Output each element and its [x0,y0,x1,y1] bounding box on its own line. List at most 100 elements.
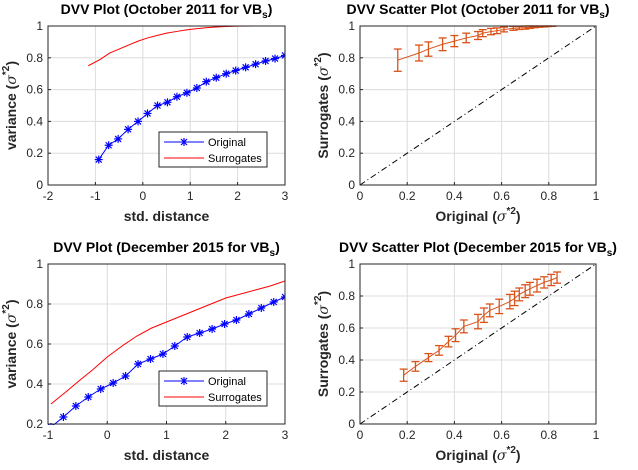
x-axis-label: Original (σ*2) [435,445,520,464]
data-point [183,333,192,341]
axes-box [359,25,597,186]
error-bar [505,293,514,310]
data-point [202,77,211,86]
error-bar [393,48,402,72]
data-point [192,84,201,93]
error-bar [499,26,508,33]
error-bar [492,27,501,35]
legend-label: Surrogates [208,392,262,404]
y-tick-label: 0.6 [26,83,43,97]
data-point [158,350,167,358]
series-original [48,293,285,425]
series-surrogates [88,25,285,67]
error-bar [510,290,519,307]
y-tick-label: 0.4 [338,353,355,367]
y-tick-label: 0.6 [338,321,355,335]
y-tick-label: 0.4 [26,377,43,391]
legend-box [158,370,268,407]
error-bar [438,37,447,52]
data-point [143,109,152,118]
y-tick-label: 0.2 [26,146,43,160]
error-bar [495,298,504,315]
x-tick-label: 2 [234,189,241,203]
x-tick-label: 1 [187,189,194,203]
legend-marker [180,377,188,385]
data-point [170,342,179,350]
y-axis-label: Surrogates (σ*2) [313,52,332,158]
data-point [71,402,80,410]
x-tick-label: 1 [163,428,170,442]
data-point [231,66,240,75]
x-tick-label: 2 [222,428,229,442]
series-line [50,280,285,405]
error-bar [399,368,408,382]
x-tick-label: 0 [357,189,364,203]
x-tick-label: 3 [282,189,289,203]
error-bar [540,276,549,289]
axes-box [359,263,597,425]
y-tick-label: 0.2 [338,385,355,399]
data-point [172,92,181,101]
axes-box [47,25,286,186]
chart-title: DVV Plot (December 2015 for VBs) [53,239,280,259]
data-point [153,101,162,110]
data-point [257,304,266,312]
legend-label: Original [208,376,246,388]
y-tick-label: 0.2 [338,146,355,160]
error-bar [474,30,482,41]
x-tick-label: 1 [593,189,600,203]
y-tick-label: 0.6 [338,83,355,97]
reference-line [359,263,597,425]
x-tick-label: 0 [139,189,146,203]
x-tick-label: 0.2 [399,189,416,203]
panel-dvv-dec: -1 0 1 2 3 0.2 0.4 0.6 0.8 1 DVV Plot (December 20… [1,239,289,463]
data-point [271,54,280,63]
y-tick-label: 0 [348,417,355,431]
data-point [109,379,118,387]
error-bar [462,32,471,44]
series-surrogates-vs-original [399,271,562,382]
y-tick-label: 1 [36,19,43,33]
axes-box [47,263,286,425]
error-bar [451,328,460,343]
x-tick-label: 0 [357,428,364,442]
error-bar [435,344,444,356]
error-bar [478,29,487,38]
y-axis-label: Surrogates (σ*2) [313,291,332,397]
x-tick-label: -1 [90,189,101,203]
x-tick-label: 0.6 [493,189,510,203]
data-point [251,60,260,69]
x-tick-label: 0.4 [446,189,463,203]
legend-marker [180,138,188,146]
y-tick-label: 1 [348,19,355,33]
y-tick-label: 0 [36,178,43,192]
y-tick-label: 1 [348,257,355,271]
x-axis-label: Original (σ*2) [435,206,520,225]
x-tick-label: 1 [593,428,600,442]
y-tick-label: 1 [36,257,43,271]
data-point [244,310,253,318]
data-point [212,73,221,82]
data-point [134,360,143,368]
error-bar [547,273,556,287]
error-bar [415,44,423,62]
x-tick-label: 0.4 [446,428,463,442]
x-axis-label: std. distance [124,447,210,463]
data-point [121,372,130,380]
y-tick-label: 0.2 [26,417,43,431]
data-point [241,63,250,72]
data-point [261,56,270,65]
data-point [222,69,231,78]
y-tick-label: 0.8 [26,297,43,311]
error-bar [424,41,433,57]
y-tick-label: 0.4 [26,114,43,128]
y-tick-label: 0.8 [338,51,355,65]
chart-title: DVV Scatter Plot (October 2011 for VBs) [346,1,609,21]
error-bar [525,281,534,296]
error-bar [479,307,488,324]
data-point [269,298,278,306]
legend-label: Surrogates [208,153,262,165]
error-bar [485,303,494,318]
